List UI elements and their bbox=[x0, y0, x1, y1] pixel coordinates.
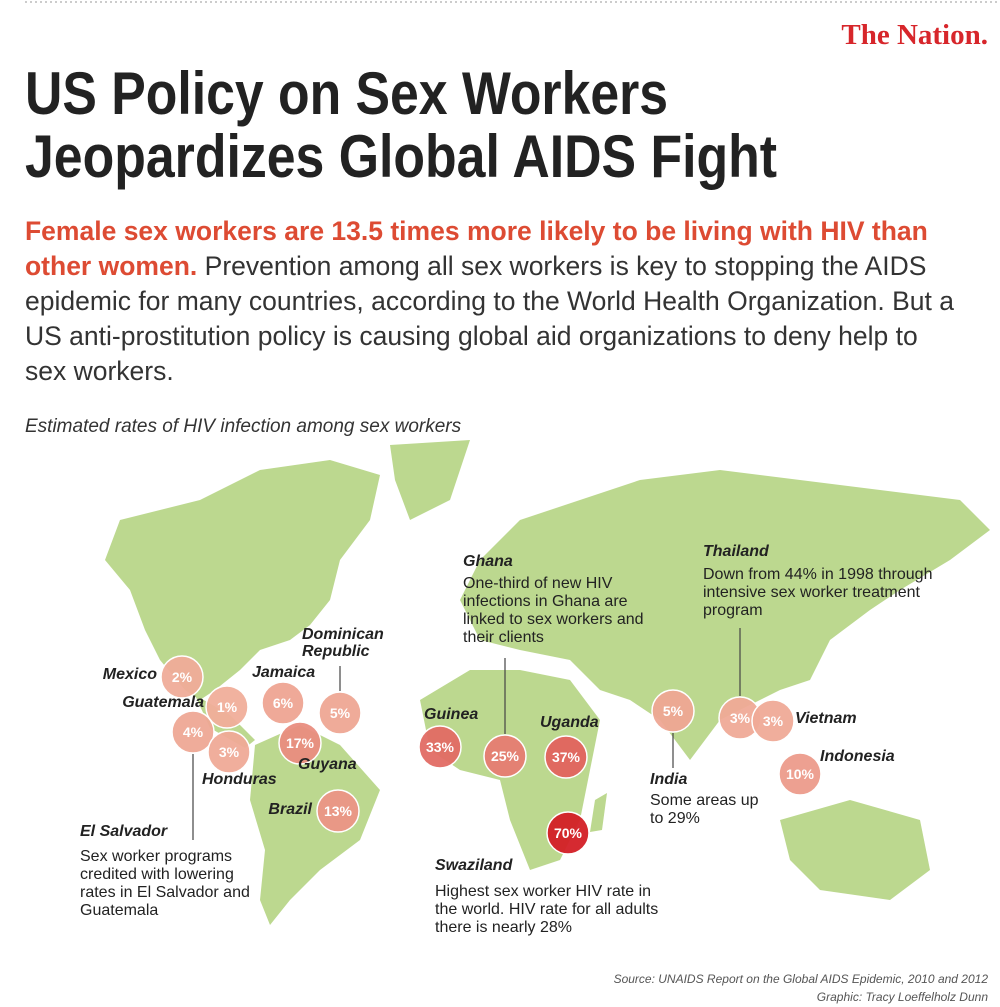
south-america bbox=[250, 725, 380, 925]
rate-label: 5% bbox=[330, 705, 351, 721]
source: Source: UNAIDS Report on the Global AIDS… bbox=[613, 972, 988, 986]
country-label: Guinea bbox=[424, 706, 479, 723]
country-label: El Salvador bbox=[80, 823, 168, 840]
rate-label: 37% bbox=[552, 749, 581, 765]
title-line: US Policy on Sex Workers bbox=[25, 60, 668, 127]
rate-label: 17% bbox=[286, 735, 315, 751]
country-label: India bbox=[650, 771, 688, 788]
map-caption: Estimated rates of HIV infection among s… bbox=[25, 416, 462, 437]
country-label: Vietnam bbox=[795, 710, 857, 727]
greenland bbox=[390, 440, 470, 520]
rate-label: 3% bbox=[730, 710, 751, 726]
country-note: Some areas up to 29% bbox=[650, 792, 759, 827]
country-label: Thailand bbox=[703, 543, 769, 560]
eurasia bbox=[460, 470, 990, 760]
subtitle: Female sex workers are 13.5 times more l… bbox=[25, 214, 960, 389]
rate-label: 3% bbox=[219, 744, 240, 760]
rate-label: 25% bbox=[491, 748, 520, 764]
subtitle-text: Prevention among all sex workers is key … bbox=[25, 251, 954, 386]
country-note: Highest sex worker HIV rate in the world… bbox=[435, 883, 659, 936]
country-label: Honduras bbox=[202, 771, 277, 788]
country-label: Jamaica bbox=[252, 664, 316, 681]
subtitle-highlight: Female sex workers are 13.5 times more l… bbox=[25, 216, 928, 281]
country-label: Mexico bbox=[102, 666, 157, 683]
country-label: Indonesia bbox=[820, 748, 895, 765]
north-america bbox=[105, 460, 380, 700]
country-label: Guyana bbox=[298, 756, 357, 773]
rate-label: 5% bbox=[663, 703, 684, 719]
rate-label: 10% bbox=[786, 766, 815, 782]
rate-label: 70% bbox=[554, 825, 583, 841]
madagascar bbox=[590, 793, 607, 832]
rate-bubble bbox=[546, 811, 590, 855]
country-label: Brazil bbox=[268, 801, 312, 818]
rate-label: 6% bbox=[273, 695, 294, 711]
rate-bubble bbox=[318, 691, 362, 735]
country-note: Down from 44% in 1998 through intensive … bbox=[703, 566, 933, 619]
country-label: Guatemala bbox=[122, 694, 204, 711]
rate-bubble bbox=[544, 735, 588, 779]
rate-bubble bbox=[418, 725, 462, 769]
rate-bubble bbox=[207, 730, 251, 774]
rate-bubble bbox=[778, 752, 822, 796]
rate-bubble bbox=[205, 685, 249, 729]
rate-bubble bbox=[316, 789, 360, 833]
rate-label: 2% bbox=[172, 669, 193, 685]
rate-label: 33% bbox=[426, 739, 455, 755]
rate-bubble bbox=[651, 689, 695, 733]
rate-bubble bbox=[751, 699, 795, 743]
country-label: Dominican Republic bbox=[302, 626, 384, 660]
rate-label: 3% bbox=[763, 713, 784, 729]
rate-bubble bbox=[483, 734, 527, 778]
australia bbox=[780, 800, 930, 900]
rate-bubble bbox=[261, 681, 305, 725]
country-label: Ghana bbox=[463, 553, 513, 570]
rate-label: 1% bbox=[217, 699, 238, 715]
country-note: One-third of new HIV infections in Ghana… bbox=[463, 575, 644, 646]
rate-label: 4% bbox=[183, 724, 204, 740]
credit: Graphic: Tracy Loeffelholz Dunn bbox=[816, 990, 988, 1004]
rate-bubble bbox=[171, 710, 215, 754]
brand: The Nation. bbox=[841, 19, 988, 51]
country-note: Sex worker programs credited with loweri… bbox=[80, 848, 250, 919]
rate-label: 13% bbox=[324, 803, 353, 819]
country-label: Swaziland bbox=[435, 857, 513, 874]
title-line: Jeopardizes Global AIDS Fight bbox=[25, 123, 777, 190]
rate-bubble bbox=[278, 721, 322, 765]
country-label: Uganda bbox=[540, 714, 599, 731]
rate-bubble bbox=[160, 655, 204, 699]
